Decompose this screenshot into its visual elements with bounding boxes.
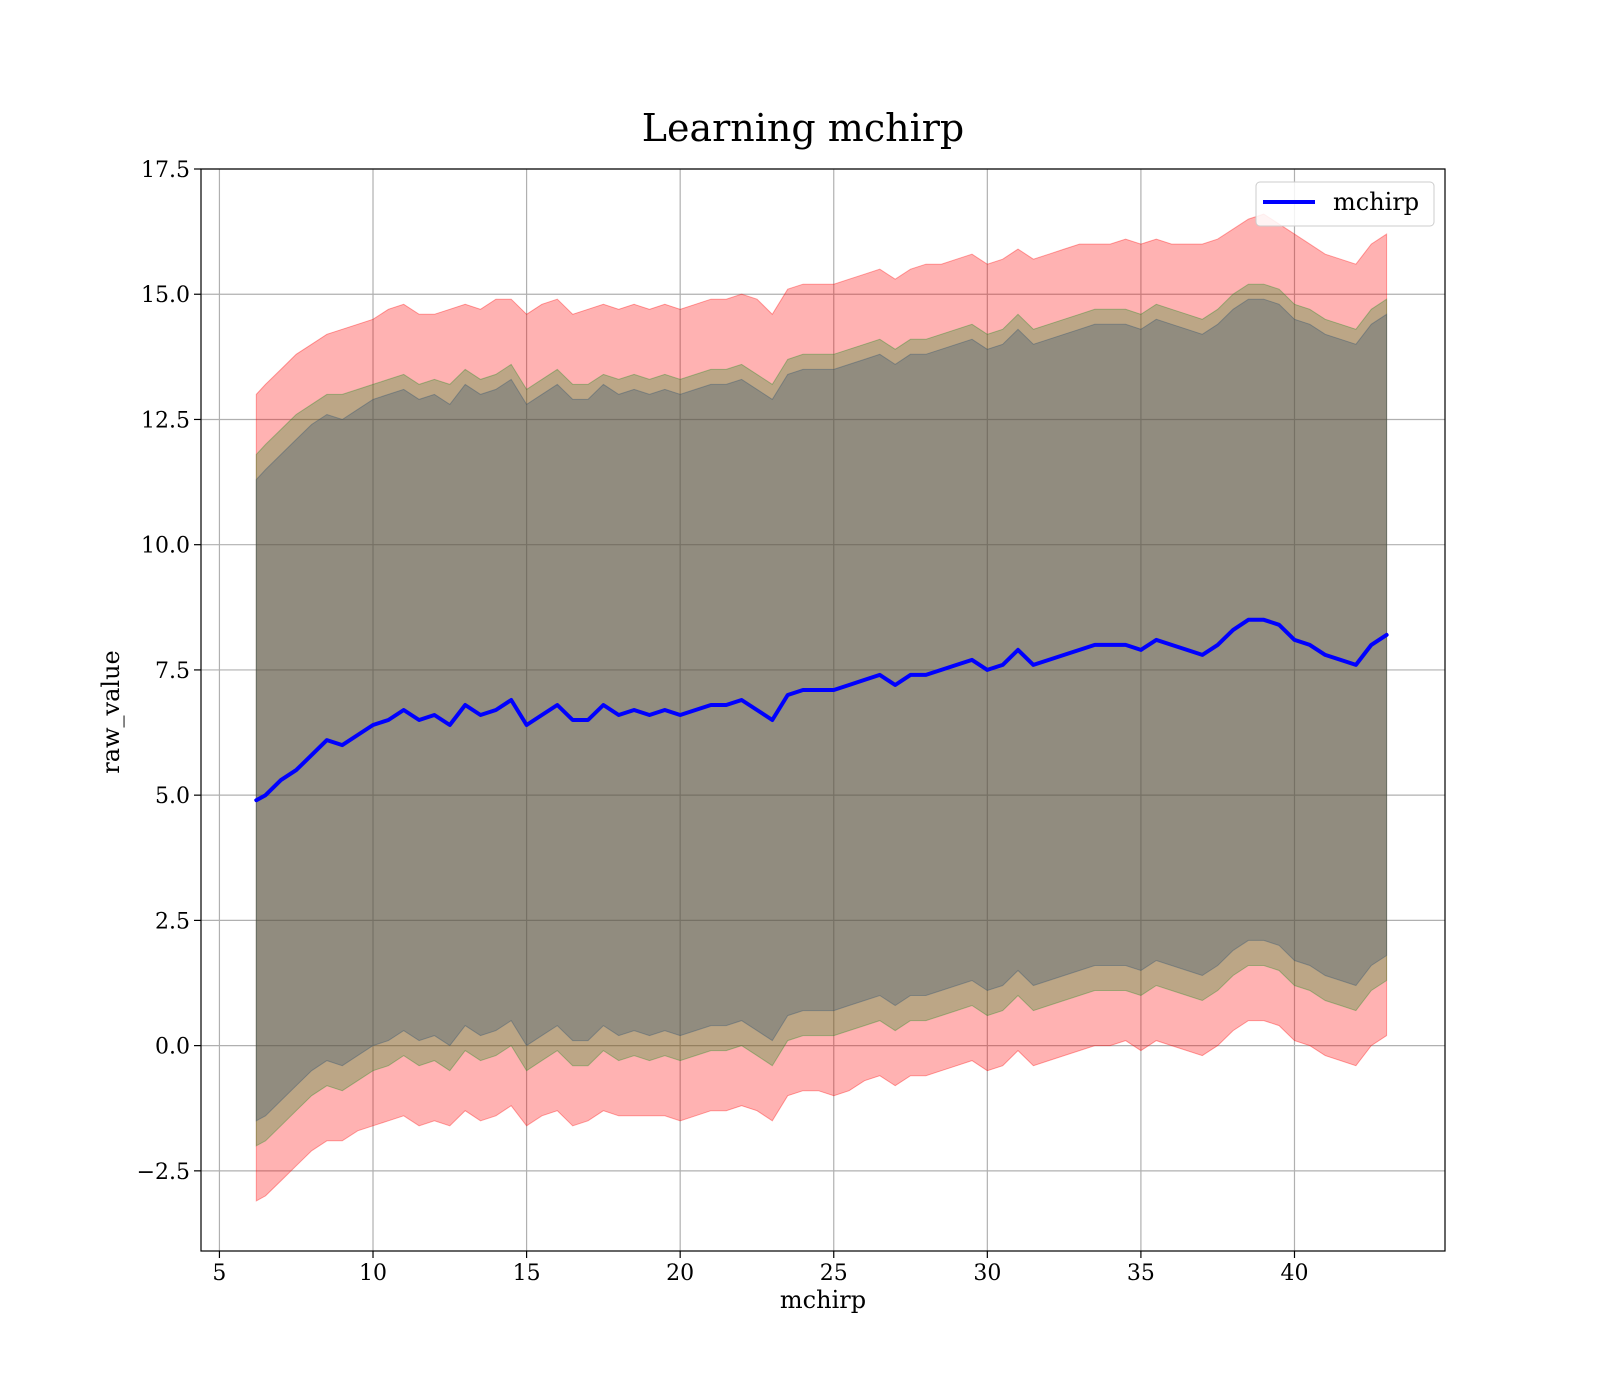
x-tick-label: 40 [1280, 1261, 1308, 1286]
y-tick-label: 10.0 [141, 534, 190, 559]
series-line-mchirp [254, 617, 1389, 803]
y-axis-label: raw_value [97, 650, 125, 774]
y-tick-label: 15.0 [141, 283, 190, 308]
confidence-band-2 [255, 283, 1388, 1147]
axis-ticks: 5 10 15 20 25 30 35 40 −2.5 0.0 2.5 5.0 7.5 10.0 12.5 1… [137, 158, 1309, 1286]
grid [201, 168, 1445, 1251]
legend-box [1255, 181, 1435, 227]
legend: mchirp [1255, 181, 1435, 227]
x-tick-label: 5 [212, 1261, 226, 1286]
x-tick-label: 30 [973, 1261, 1001, 1286]
y-tick-label: 2.5 [155, 909, 190, 934]
y-tick-label: 0.0 [155, 1035, 190, 1060]
y-tick-label: 12.5 [141, 408, 190, 433]
legend-label-mchirp: mchirp [1333, 188, 1419, 216]
y-tick-label: 17.5 [141, 158, 190, 183]
x-axis-label: mchirp [780, 1286, 866, 1314]
x-tick-label: 20 [666, 1261, 694, 1286]
confidence-bands [255, 213, 1388, 1202]
series-lines [254, 617, 1389, 803]
confidence-band-1 [255, 213, 1388, 1202]
plot-frame [200, 168, 1446, 1252]
x-tick-label: 10 [359, 1261, 387, 1286]
y-tick-label: 5.0 [155, 784, 190, 809]
x-tick-label: 15 [513, 1261, 541, 1286]
chart-title: Learning mchirp [642, 106, 964, 150]
y-tick-label: −2.5 [137, 1160, 190, 1185]
y-tick-label: 7.5 [155, 659, 190, 684]
x-tick-label: 35 [1127, 1261, 1155, 1286]
x-tick-label: 25 [820, 1261, 848, 1286]
confidence-band-3 [255, 298, 1388, 1122]
